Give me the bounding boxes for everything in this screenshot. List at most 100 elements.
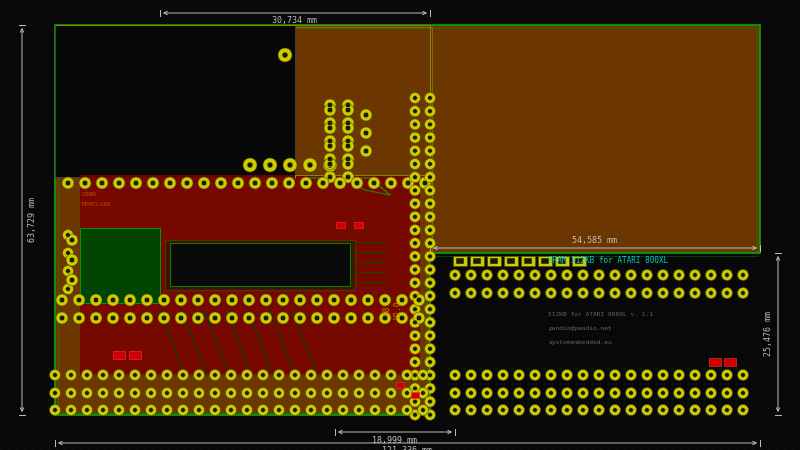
Circle shape	[402, 405, 413, 415]
Circle shape	[428, 188, 432, 193]
Circle shape	[283, 158, 297, 172]
Circle shape	[722, 270, 733, 280]
Circle shape	[342, 104, 354, 116]
Circle shape	[658, 387, 669, 399]
Circle shape	[410, 291, 421, 302]
Circle shape	[327, 174, 333, 180]
Circle shape	[260, 312, 272, 324]
Circle shape	[354, 405, 365, 415]
Circle shape	[229, 297, 235, 303]
Circle shape	[562, 288, 573, 298]
Circle shape	[517, 408, 522, 412]
Circle shape	[413, 399, 418, 404]
Circle shape	[410, 330, 421, 341]
Circle shape	[307, 162, 313, 168]
Circle shape	[421, 391, 426, 396]
Bar	[470, 256, 484, 266]
Circle shape	[325, 408, 330, 412]
Circle shape	[405, 408, 410, 412]
Circle shape	[62, 177, 74, 189]
Circle shape	[218, 180, 224, 186]
Circle shape	[362, 312, 374, 324]
Circle shape	[469, 273, 474, 277]
Circle shape	[389, 408, 394, 412]
Circle shape	[594, 405, 605, 415]
Circle shape	[546, 387, 557, 399]
Circle shape	[348, 297, 354, 303]
Circle shape	[389, 391, 394, 396]
Circle shape	[677, 373, 682, 378]
Circle shape	[229, 391, 234, 396]
Circle shape	[514, 369, 525, 381]
Circle shape	[578, 270, 589, 280]
Bar	[354, 222, 362, 228]
Circle shape	[62, 248, 74, 258]
Circle shape	[410, 251, 421, 262]
Circle shape	[533, 291, 538, 295]
Bar	[575, 258, 583, 264]
Circle shape	[311, 294, 323, 306]
Circle shape	[626, 405, 637, 415]
Circle shape	[162, 405, 173, 415]
Circle shape	[469, 408, 474, 412]
Circle shape	[517, 291, 522, 295]
Circle shape	[341, 408, 346, 412]
Circle shape	[578, 288, 589, 298]
Circle shape	[578, 369, 589, 381]
Circle shape	[130, 369, 141, 381]
Circle shape	[202, 180, 206, 186]
Circle shape	[373, 373, 378, 378]
Text: A8
V1.0: A8 V1.0	[383, 301, 402, 319]
Circle shape	[425, 251, 435, 262]
Circle shape	[363, 130, 369, 136]
Bar	[170, 243, 350, 286]
Circle shape	[466, 369, 477, 381]
Circle shape	[565, 273, 570, 277]
Circle shape	[413, 346, 418, 351]
Circle shape	[314, 297, 320, 303]
Bar	[490, 258, 498, 264]
Circle shape	[425, 383, 435, 394]
Circle shape	[213, 391, 218, 396]
Circle shape	[294, 294, 306, 306]
Circle shape	[181, 408, 186, 412]
Circle shape	[610, 387, 621, 399]
Circle shape	[50, 405, 61, 415]
Circle shape	[428, 386, 432, 391]
Circle shape	[146, 369, 157, 381]
Circle shape	[413, 214, 418, 219]
Circle shape	[274, 405, 285, 415]
Circle shape	[428, 228, 432, 232]
Bar	[113, 351, 125, 359]
Circle shape	[101, 373, 106, 378]
Circle shape	[167, 180, 173, 186]
Circle shape	[453, 408, 458, 412]
Circle shape	[277, 294, 289, 306]
Circle shape	[413, 293, 418, 298]
Circle shape	[158, 312, 170, 324]
Circle shape	[661, 391, 666, 396]
Circle shape	[178, 297, 184, 303]
Circle shape	[453, 291, 458, 295]
Circle shape	[133, 180, 139, 186]
Circle shape	[661, 291, 666, 295]
Circle shape	[194, 405, 205, 415]
Circle shape	[419, 177, 431, 189]
Circle shape	[178, 369, 189, 381]
Circle shape	[306, 405, 317, 415]
Circle shape	[164, 177, 176, 189]
Circle shape	[661, 373, 666, 378]
Circle shape	[90, 294, 102, 306]
Circle shape	[309, 373, 314, 378]
Circle shape	[346, 125, 350, 131]
Circle shape	[517, 373, 522, 378]
Circle shape	[428, 162, 432, 166]
Circle shape	[85, 408, 90, 412]
Circle shape	[428, 280, 432, 285]
Circle shape	[533, 408, 538, 412]
Circle shape	[674, 405, 685, 415]
Circle shape	[62, 266, 74, 276]
Circle shape	[245, 408, 250, 412]
Circle shape	[425, 343, 435, 354]
Circle shape	[82, 369, 93, 381]
